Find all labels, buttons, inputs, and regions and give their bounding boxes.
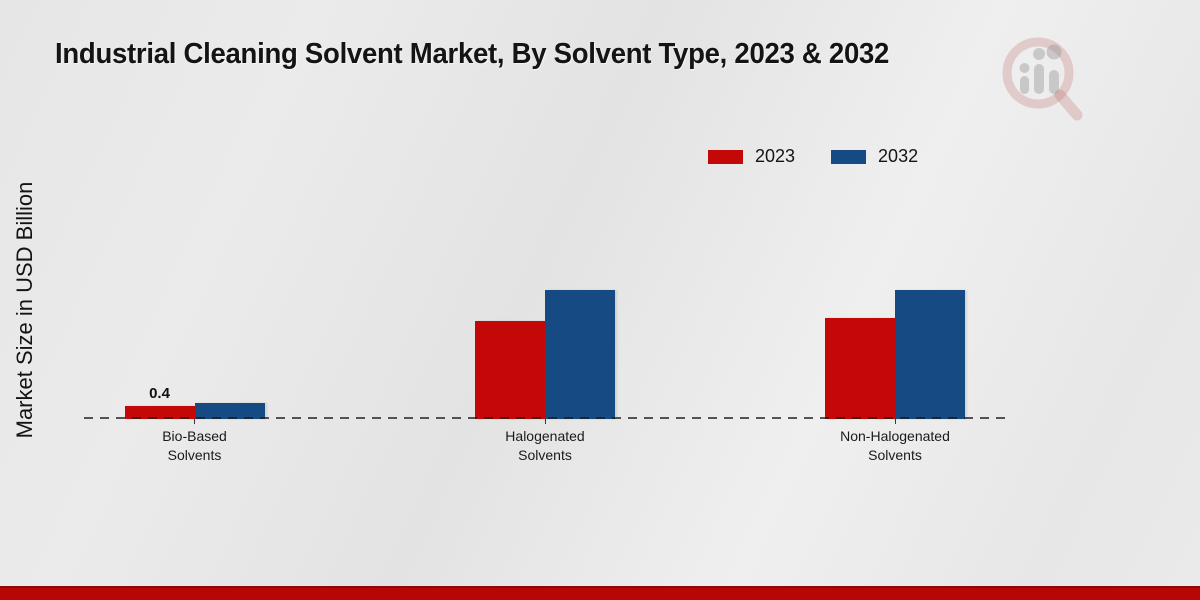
- category-label-non-halogenated-solvents: Non-Halogenated Solvents: [840, 428, 950, 463]
- bar-2032-halogenated-solvents: [545, 289, 615, 419]
- legend: 2023 2032: [708, 146, 918, 167]
- bar-2023-bio-based-solvents: [124, 406, 195, 419]
- legend-item-2023: 2023: [708, 146, 795, 167]
- bar-2032-non-halogenated-solvents: [895, 289, 965, 419]
- x-axis-tick: [194, 419, 195, 424]
- x-axis-baseline: [84, 417, 1007, 419]
- bar-2032-bio-based-solvents: [194, 403, 265, 419]
- bar-2023-non-halogenated-solvents: [825, 318, 895, 419]
- legend-label-2032: 2032: [878, 146, 919, 166]
- category-label-bio-based-solvents: Bio-Based Solvents: [162, 428, 227, 463]
- category-label-halogenated-solvents: Halogenated Solvents: [505, 428, 585, 463]
- x-axis-tick: [894, 419, 896, 424]
- value-label: 0.4: [149, 385, 170, 403]
- magnifier-bar-chart-logo-icon: [1002, 37, 1083, 121]
- footer-band: [0, 586, 1200, 600]
- legend-swatch-2032: [831, 149, 867, 164]
- x-axis-tick: [544, 419, 546, 424]
- bar-2023-halogenated-solvents: [475, 321, 545, 419]
- legend-item-2032: 2032: [831, 146, 918, 167]
- legend-swatch-2023: [708, 149, 743, 164]
- legend-label-2023: 2023: [755, 146, 796, 166]
- chart-title: Industrial Cleaning Solvent Market, By S…: [55, 38, 890, 70]
